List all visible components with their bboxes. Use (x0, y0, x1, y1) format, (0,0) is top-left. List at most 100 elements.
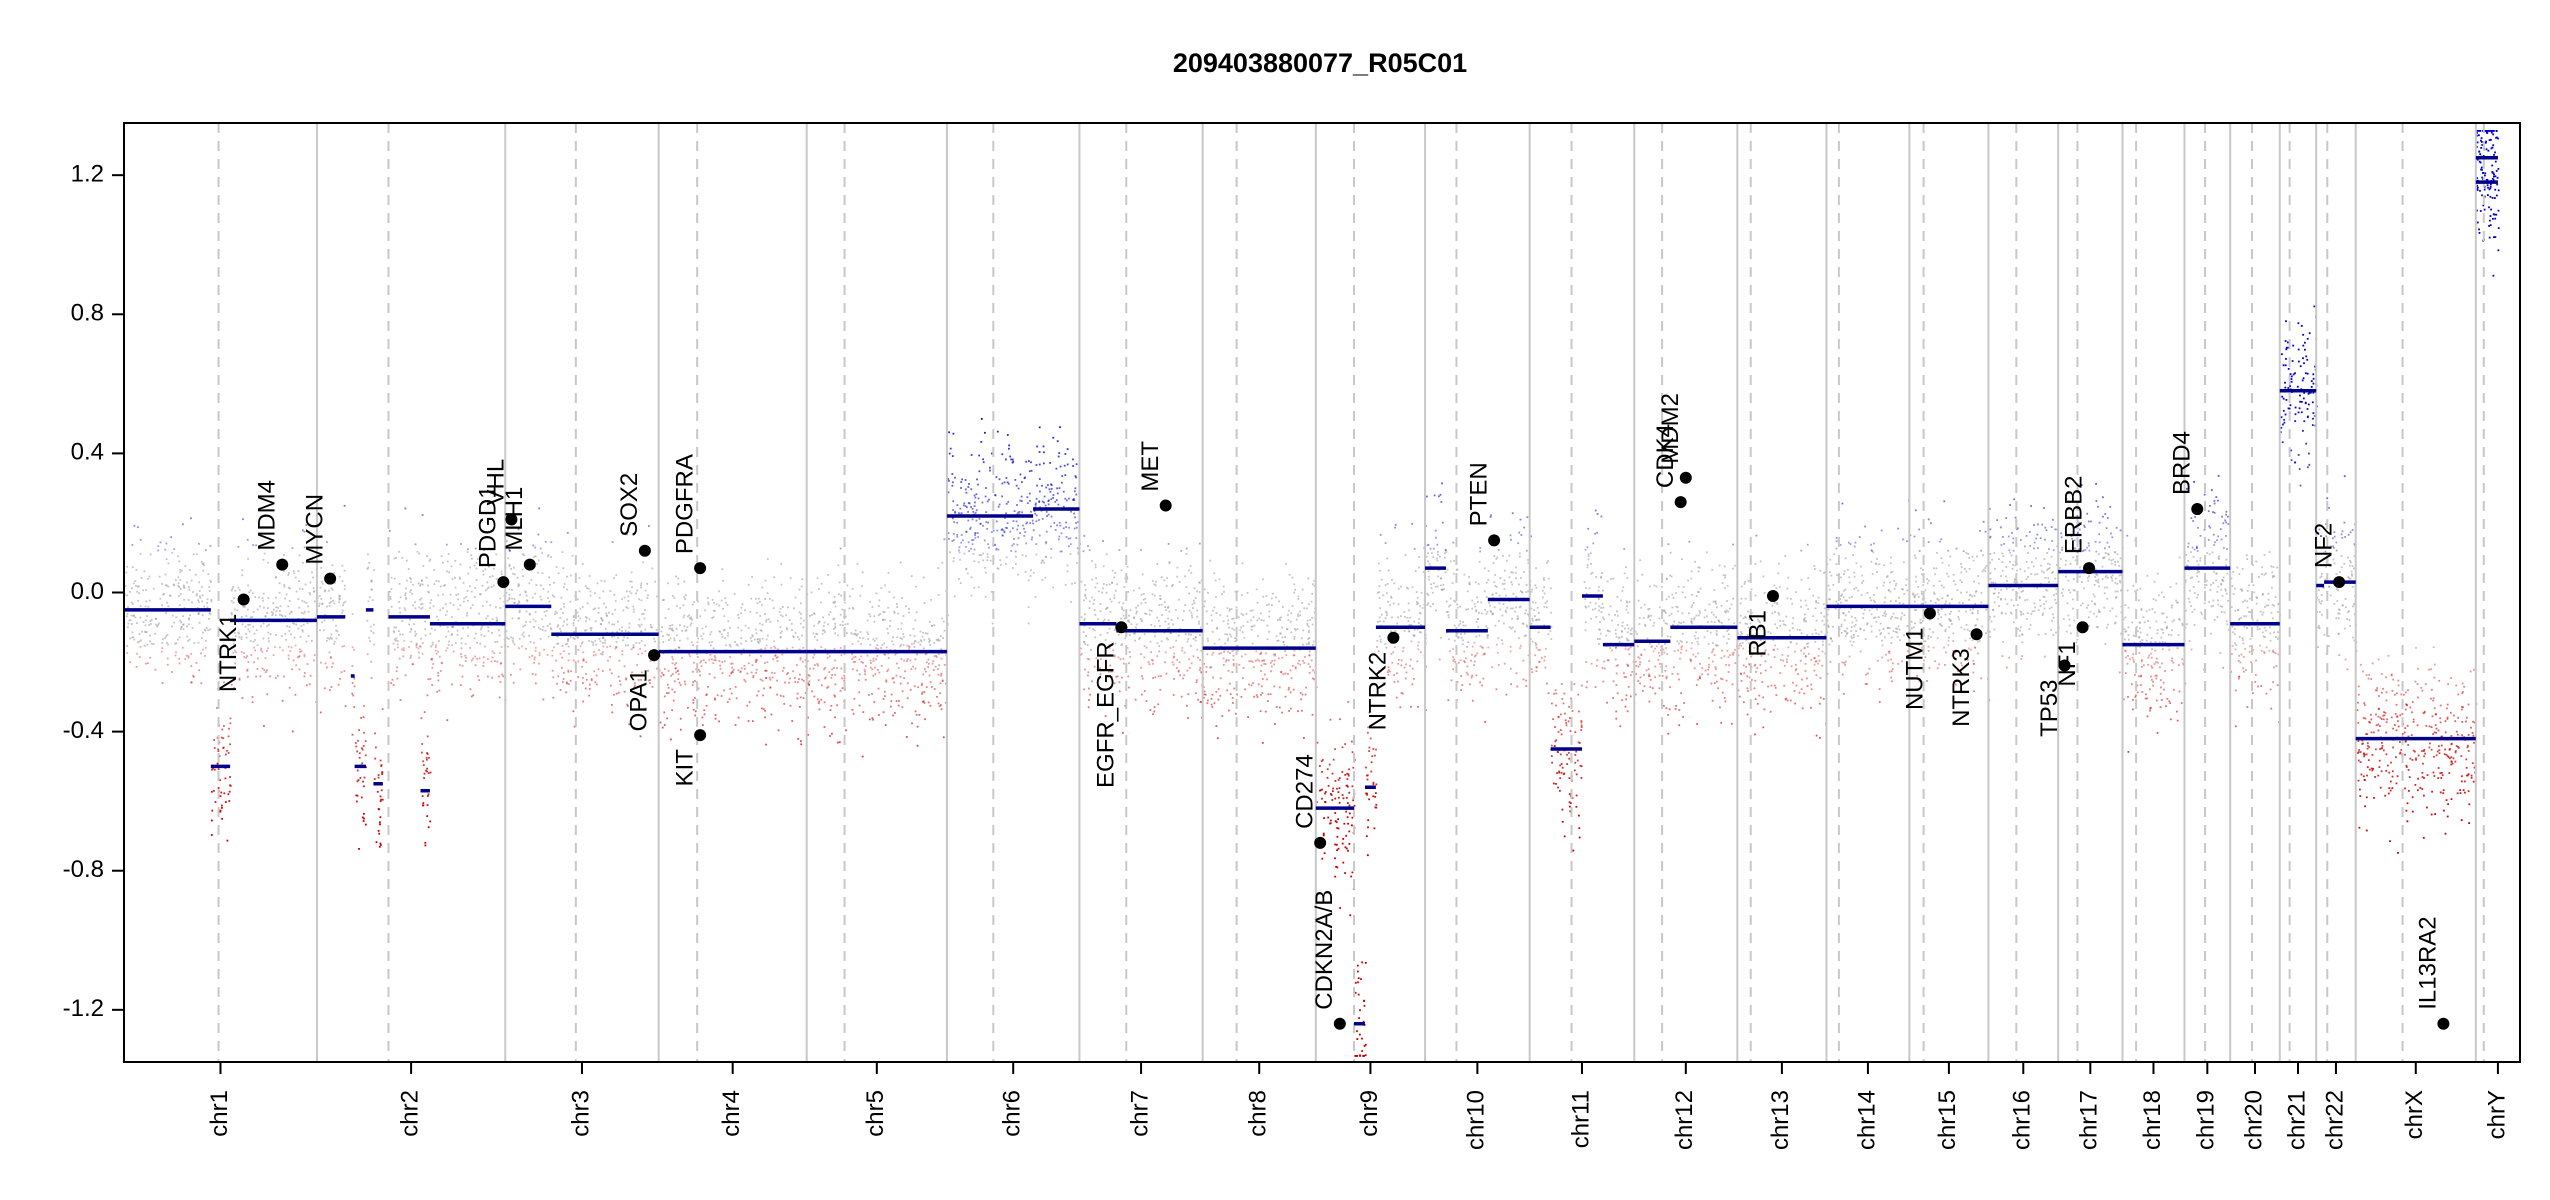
probe-dot (773, 640, 775, 643)
probe-dot (487, 658, 489, 661)
probe-dot (149, 623, 152, 625)
probe-dot (1665, 677, 1668, 680)
probe-dot (974, 511, 977, 514)
probe-dot (1090, 649, 1092, 651)
probe-dot (1657, 651, 1660, 654)
probe-dot (760, 707, 763, 710)
probe-dot (1296, 628, 1299, 630)
probe-dot (866, 654, 869, 657)
probe-dot (1203, 693, 1206, 696)
probe-dot (266, 625, 269, 628)
probe-dot (1067, 537, 1070, 540)
probe-dot (1072, 458, 1074, 461)
probe-dot (1249, 609, 1252, 612)
probe-dot (426, 815, 429, 817)
probe-dot (1016, 528, 1019, 531)
probe-dot (1696, 641, 1699, 643)
probe-dot (662, 641, 665, 644)
probe-dot (1375, 792, 1377, 794)
probe-dot (1114, 572, 1117, 574)
probe-dot (1292, 688, 1295, 691)
probe-dot (1299, 610, 1301, 613)
probe-dot (1510, 683, 1512, 686)
probe-dot (1301, 588, 1304, 591)
probe-dot (171, 551, 174, 554)
probe-dot (1726, 584, 1729, 587)
probe-dot (528, 612, 531, 615)
probe-dot (533, 661, 535, 664)
probe-dot (431, 684, 433, 686)
probe-dot (626, 703, 629, 706)
probe-dot (913, 685, 916, 688)
probe-dot (897, 612, 900, 615)
probe-dot (706, 597, 709, 599)
probe-dot (961, 478, 963, 481)
probe-dot (836, 667, 838, 670)
probe-dot (449, 602, 452, 604)
probe-dot (921, 635, 924, 638)
probe-dot (786, 673, 788, 676)
probe-dot (765, 638, 768, 641)
probe-dot (1195, 681, 1198, 683)
probe-dot (178, 662, 181, 665)
probe-dot (149, 620, 152, 623)
probe-dot (1447, 699, 1450, 702)
probe-dot (627, 644, 629, 647)
probe-dot (800, 613, 802, 615)
probe-dot (244, 605, 246, 608)
probe-dot (1118, 549, 1121, 551)
probe-dot (1222, 585, 1225, 588)
probe-dot (225, 753, 227, 756)
probe-dot (1334, 857, 1336, 860)
probe-dot (454, 642, 457, 644)
probe-dot (958, 546, 961, 549)
probe-dot (207, 629, 210, 632)
probe-dot (1519, 518, 1522, 521)
probe-dot (499, 597, 502, 600)
probe-dot (1075, 476, 1077, 479)
probe-dot (919, 630, 922, 633)
probe-dot (1344, 774, 1347, 776)
probe-dot (470, 590, 473, 593)
probe-dot (546, 654, 549, 656)
probe-dot (1465, 608, 1468, 611)
probe-dot (1121, 606, 1123, 609)
probe-dot (414, 630, 417, 633)
probe-dot (1300, 698, 1302, 701)
probe-dot (490, 586, 493, 588)
probe-dot (595, 643, 598, 646)
probe-dot (1148, 609, 1151, 612)
probe-dot (601, 670, 604, 672)
probe-dot (760, 630, 763, 632)
probe-dot (1653, 584, 1656, 587)
probe-dot (1587, 558, 1590, 561)
probe-dot (343, 670, 346, 672)
probe-dot (761, 679, 764, 682)
probe-dot (1254, 660, 1257, 662)
probe-dot (417, 582, 420, 585)
probe-dot (426, 767, 428, 770)
probe-dot (1143, 690, 1146, 692)
probe-dot (777, 729, 780, 732)
probe-dot (1030, 469, 1033, 472)
probe-dot (1531, 640, 1534, 643)
probe-dot (411, 663, 414, 666)
probe-dot (231, 613, 233, 616)
probe-dot (565, 682, 568, 685)
probe-dot (630, 648, 633, 651)
probe-dot (456, 629, 459, 632)
probe-dot (126, 613, 129, 615)
probe-dot (373, 643, 376, 646)
probe-dot (589, 627, 592, 630)
probe-dot (1679, 639, 1682, 642)
probe-dot (298, 648, 301, 651)
probe-dot (174, 654, 177, 657)
probe-dot (1058, 521, 1061, 524)
probe-dot (1211, 706, 1214, 708)
probe-dot (730, 692, 733, 695)
probe-dot (498, 675, 500, 678)
probe-dot (245, 615, 248, 617)
probe-dot (885, 679, 888, 682)
probe-dot (177, 638, 179, 641)
probe-dot (1056, 524, 1058, 527)
